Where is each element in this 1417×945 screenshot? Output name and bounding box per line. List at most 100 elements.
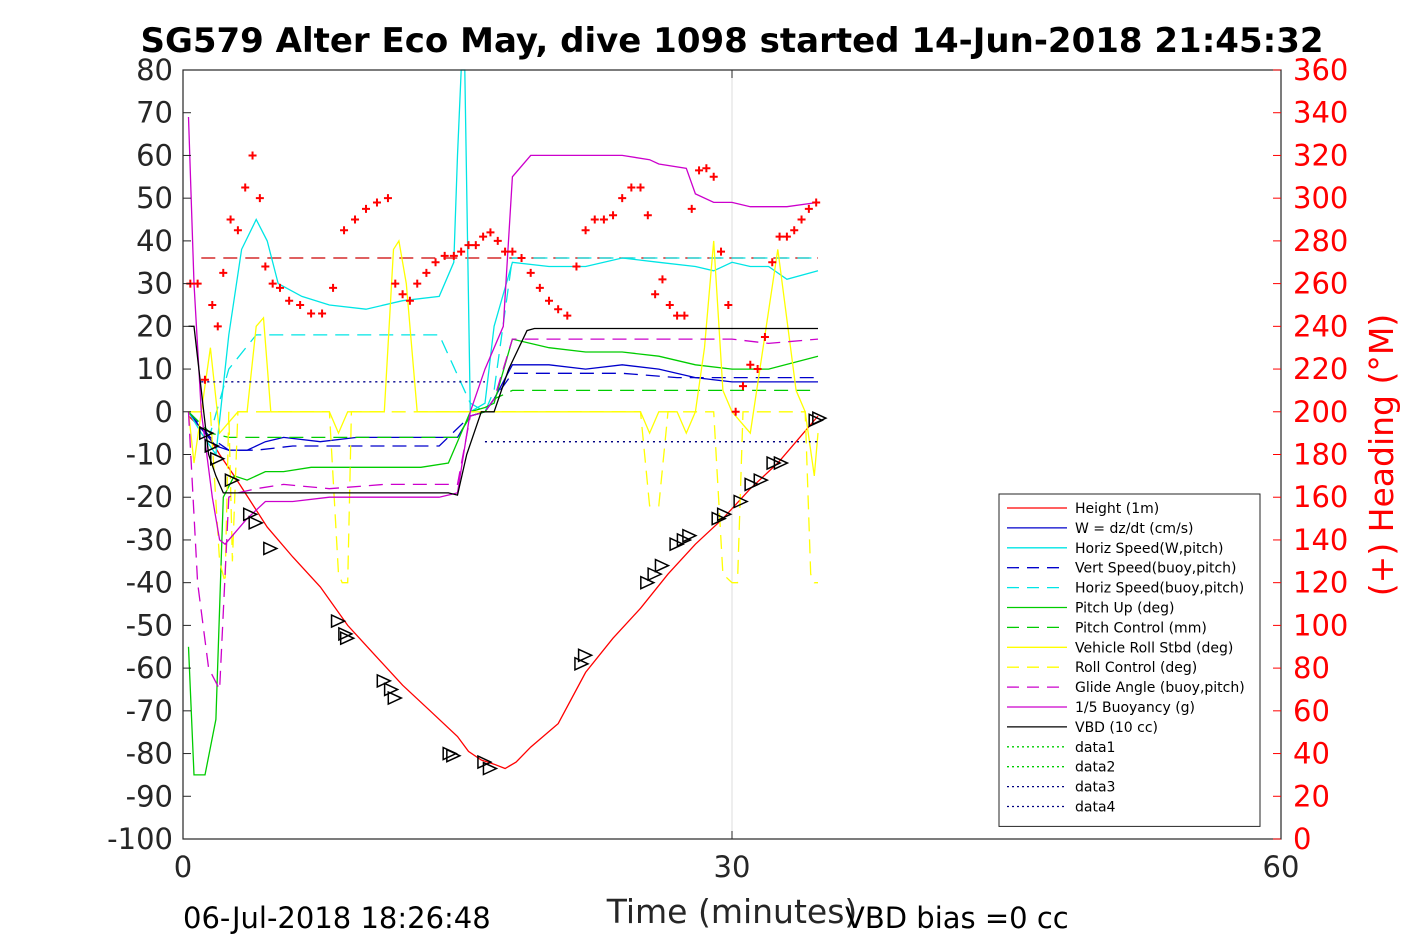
heading-point xyxy=(695,166,704,175)
heading-point xyxy=(200,375,209,384)
y-tick-label-right: 300 xyxy=(1293,181,1348,215)
y-tick-label-left: -40 xyxy=(126,566,173,600)
heading-point xyxy=(440,251,449,260)
triangle-marker xyxy=(330,613,347,629)
heading-point xyxy=(307,309,316,318)
y-tick-label-left: 0 xyxy=(155,395,173,429)
triangle-marker xyxy=(733,494,749,509)
legend-entry: Height (1m) xyxy=(1075,501,1159,517)
triangle-marker xyxy=(647,566,663,582)
heading-point xyxy=(599,215,608,224)
y-tick-label-right: 100 xyxy=(1293,608,1348,642)
y-tick-label-right: 240 xyxy=(1293,309,1348,343)
triangle-marker xyxy=(204,438,221,454)
series-line-6 xyxy=(187,338,819,776)
legend-box xyxy=(998,493,1261,827)
plot-area xyxy=(186,69,828,839)
y-tick-label-left: 40 xyxy=(136,224,173,258)
triangle-marker xyxy=(339,631,356,646)
triangle-marker xyxy=(210,451,226,466)
heading-point xyxy=(285,296,294,305)
heading-point xyxy=(717,247,726,256)
triangle-marker xyxy=(577,648,594,663)
heading-point xyxy=(449,251,458,260)
legend-entry: 1/5 Buoyancy (g) xyxy=(1075,700,1195,716)
heading-point xyxy=(738,382,747,391)
legend-entry: data2 xyxy=(1075,760,1115,776)
heading-point xyxy=(590,215,599,224)
heading-point xyxy=(219,268,228,277)
triangle-marker xyxy=(387,690,404,706)
triangle-marker xyxy=(753,472,770,488)
y-tick-label-right: 140 xyxy=(1293,523,1348,557)
heading-point xyxy=(709,172,718,181)
triangle-marker xyxy=(640,575,656,590)
heading-point xyxy=(768,258,777,267)
y-tick-label-right: 280 xyxy=(1293,224,1348,258)
series-line-10 xyxy=(187,338,819,692)
triangle-marker xyxy=(263,541,279,556)
y-tick-label-left: -80 xyxy=(126,737,173,771)
heading-point xyxy=(724,300,733,309)
heading-point xyxy=(535,283,544,292)
y-tick-label-left: 50 xyxy=(136,181,173,215)
legend: Height (1m) W = dz/dt (cm/s) Horiz Speed(W… xyxy=(998,493,1261,827)
y-tick-label-right: 200 xyxy=(1293,395,1348,429)
heading-point xyxy=(687,204,696,213)
heading-point xyxy=(812,198,821,207)
heading-point xyxy=(760,333,769,342)
triangle-marker xyxy=(248,515,264,531)
y-tick-label-left: 10 xyxy=(136,352,173,386)
heading-point xyxy=(618,194,627,203)
heading-point xyxy=(241,183,250,192)
triangle-marker xyxy=(812,411,828,426)
y-tick-label-right: 20 xyxy=(1293,779,1330,813)
y-tick-label-right: 360 xyxy=(1293,53,1348,87)
triangle-marker xyxy=(482,761,499,776)
y-axis-right: 3603403203002802602402202001801601401201… xyxy=(1273,53,1348,856)
heading-point xyxy=(248,151,257,160)
triangle-marker xyxy=(669,537,685,552)
y-tick-label-right: 160 xyxy=(1293,480,1348,514)
series-line-1 xyxy=(188,415,819,770)
y-tick-label-left: 20 xyxy=(136,309,173,343)
heading-point xyxy=(517,253,526,262)
legend-entry: Roll Control (deg) xyxy=(1075,660,1197,676)
legend-entry: Glide Angle (buoy,pitch) xyxy=(1075,680,1245,696)
heading-point xyxy=(554,305,563,314)
triangle-marker xyxy=(338,626,354,642)
heading-point xyxy=(643,211,652,220)
heading-point xyxy=(797,215,806,224)
y-tick-label-left: 80 xyxy=(136,53,173,87)
y-tick-label-right: 40 xyxy=(1293,737,1330,771)
heading-point xyxy=(351,215,360,224)
triangle-marker xyxy=(676,532,693,548)
heading-point xyxy=(790,226,799,235)
y-tick-label-right: 260 xyxy=(1293,267,1348,301)
legend-entry: data1 xyxy=(1075,740,1115,756)
y-axis-right-label: (+) Heading (°M) xyxy=(1362,314,1401,596)
series-line-9 xyxy=(188,411,818,584)
triangle-marker xyxy=(224,472,241,488)
y-tick-label-left: -20 xyxy=(126,480,173,514)
y-tick-label-right: 340 xyxy=(1293,96,1348,130)
heading-point xyxy=(372,198,381,207)
triangle-marker xyxy=(711,511,727,526)
y-tick-label-right: 320 xyxy=(1293,138,1348,172)
heading-point xyxy=(362,204,370,213)
heading-point xyxy=(261,262,270,271)
heading-point xyxy=(226,215,235,224)
heading-point xyxy=(213,322,222,331)
heading-point xyxy=(383,194,392,203)
heading-point xyxy=(457,247,466,256)
heading-point xyxy=(340,226,349,235)
triangle-marker xyxy=(574,656,590,672)
legend-entry: Vert Speed(buoy,pitch) xyxy=(1075,561,1237,577)
heading-point xyxy=(501,247,510,256)
heading-point xyxy=(658,275,667,284)
heading-point xyxy=(255,194,264,203)
y-tick-label-right: 80 xyxy=(1293,651,1330,685)
heading-point xyxy=(193,279,202,288)
heading-point xyxy=(471,241,480,250)
heading-point xyxy=(413,279,422,288)
